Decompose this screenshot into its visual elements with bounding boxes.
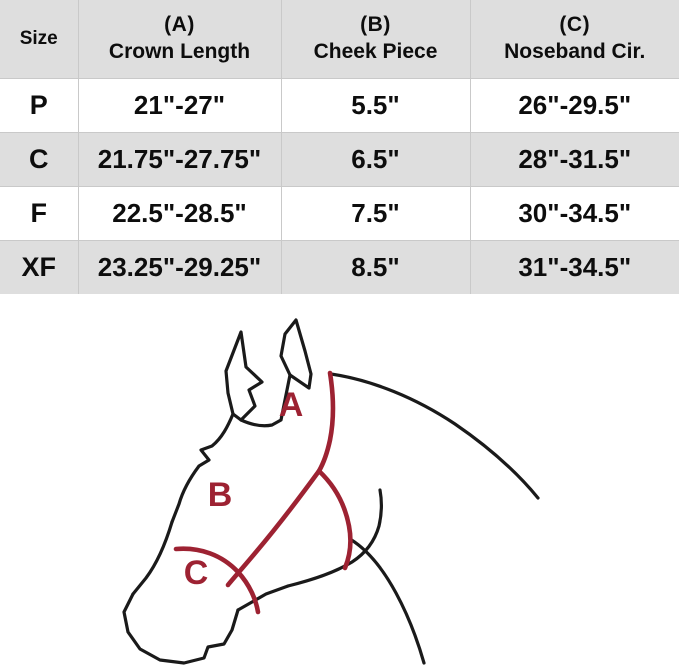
cell-noseband-cir: 26"-29.5"	[470, 78, 679, 133]
column-code-b: (B)	[360, 12, 391, 36]
horse-face-profile-outline	[170, 412, 235, 524]
cell-cheek-piece: 7.5"	[281, 186, 471, 241]
strap-crown-a	[316, 370, 336, 474]
cell-crown-length: 22.5"-28.5"	[78, 186, 282, 241]
horse-left-ear-outline	[224, 330, 264, 422]
column-header-noseband-cir-label: Noseband Cir.	[504, 39, 646, 63]
table-row: C 21.75"-27.75" 6.5" 28"-31.5"	[0, 132, 679, 187]
marker-label-c: C	[184, 554, 209, 592]
horse-throat-line	[348, 537, 426, 665]
horse-crest-line	[329, 372, 540, 500]
column-code-a: (A)	[164, 12, 195, 36]
header-row: Size (A) Crown Length (B) Cheek Piece (C…	[0, 0, 679, 79]
column-header-size-label: Size	[19, 27, 58, 49]
column-header-crown-length-label: Crown Length	[108, 39, 251, 63]
column-header-crown-length: (A) Crown Length	[78, 0, 282, 79]
strap-noseband-c	[173, 546, 261, 615]
column-code-c: (C)	[559, 12, 591, 36]
horse-head-diagram: A B C	[0, 294, 679, 669]
column-header-size: Size	[0, 0, 79, 79]
cell-size: F	[0, 186, 79, 241]
column-header-cheek-piece-label: Cheek Piece	[313, 39, 438, 63]
table-body: P 21"-27" 5.5" 26"-29.5" C 21.75"-27.75"…	[0, 78, 679, 295]
cell-cheek-piece: 8.5"	[281, 240, 471, 295]
cell-crown-length: 21.75"-27.75"	[78, 132, 282, 187]
marker-label-b: B	[208, 476, 233, 514]
cell-noseband-cir: 28"-31.5"	[470, 132, 679, 187]
horse-poll-outline	[239, 373, 292, 428]
table-row: P 21"-27" 5.5" 26"-29.5"	[0, 78, 679, 133]
horse-diagram-svg: A B C	[122, 318, 540, 665]
strap-cheek-piece-b	[225, 468, 322, 588]
size-chart-table: Size (A) Crown Length (B) Cheek Piece (C…	[0, 0, 679, 295]
column-header-cheek-piece: (B) Cheek Piece	[281, 0, 471, 79]
marker-label-a: A	[279, 386, 304, 424]
cell-cheek-piece: 5.5"	[281, 78, 471, 133]
cell-size: XF	[0, 240, 79, 295]
horse-jaw-outline	[286, 488, 383, 588]
cell-crown-length: 23.25"-29.25"	[78, 240, 282, 295]
cell-size: C	[0, 132, 79, 187]
column-header-noseband-cir: (C) Noseband Cir.	[470, 0, 679, 79]
table-row: F 22.5"-28.5" 7.5" 30"-34.5"	[0, 186, 679, 241]
cell-noseband-cir: 31"-34.5"	[470, 240, 679, 295]
horse-mouth-line	[236, 584, 290, 612]
strap-jaw-curve	[316, 468, 353, 571]
cell-crown-length: 21"-27"	[78, 78, 282, 133]
horse-right-ear-outline	[279, 318, 313, 390]
table-header: Size (A) Crown Length (B) Cheek Piece (C…	[0, 0, 679, 79]
cell-cheek-piece: 6.5"	[281, 132, 471, 187]
cell-noseband-cir: 30"-34.5"	[470, 186, 679, 241]
horse-muzzle-outline	[122, 592, 240, 665]
horse-muzzle-upper-outline	[131, 520, 174, 596]
cell-size: P	[0, 78, 79, 133]
table-row: XF 23.25"-29.25" 8.5" 31"-34.5"	[0, 240, 679, 295]
